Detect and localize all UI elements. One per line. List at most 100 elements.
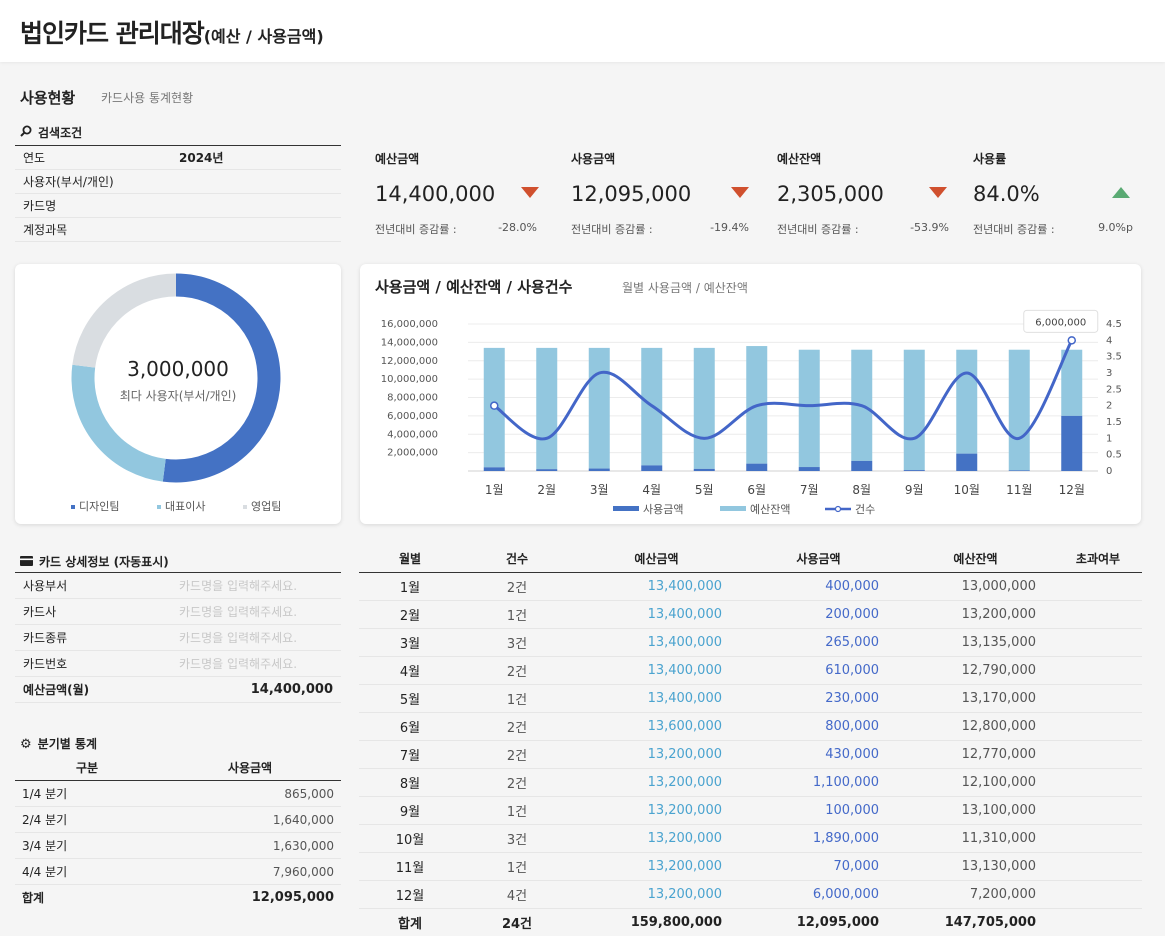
x-tick-label: 11월: [1006, 483, 1032, 497]
kpi-budget: 예산금액 14,400,000 전년대비 증감률 : -28.0%: [375, 150, 419, 167]
budget-cell: 13,200,000: [573, 853, 740, 881]
usage-cell: 400,000: [740, 573, 897, 601]
monthly-header-row: 월별 건수 예산금액 사용금액 예산잔액 초과여부: [359, 545, 1142, 573]
remaining-cell: 7,200,000: [897, 881, 1054, 909]
x-tick-label: 10월: [954, 483, 980, 497]
search-label: 사용자(부서/개인): [15, 170, 171, 194]
page-title: 법인카드 관리대장(예산 / 사용금액): [20, 14, 324, 50]
count-cell: 2건: [461, 741, 573, 769]
kpi-value: 12,095,000: [571, 182, 691, 206]
chart-tooltip: 6,000,000: [1024, 310, 1098, 332]
budget-cell: 13,400,000: [573, 685, 740, 713]
remaining-cell: 12,100,000: [897, 769, 1054, 797]
month-cell: 8월: [359, 769, 461, 797]
month-cell: 4월: [359, 657, 461, 685]
detail-budget-label: 예산금액(월): [15, 677, 171, 703]
bar-usage: [851, 461, 872, 471]
y2-tick-label: 3: [1106, 368, 1112, 379]
total-budget-cell: 159,800,000: [573, 909, 740, 936]
credit-card-icon: [20, 555, 33, 569]
quarter-title-label: 분기별 통계: [38, 737, 97, 751]
bar-remaining: [799, 350, 820, 467]
search-row[interactable]: 카드명: [15, 194, 341, 218]
donut-center-label: 최다 사용자(부서/개인): [15, 387, 341, 404]
detail-placeholder[interactable]: 카드명을 입력해주세요.: [171, 651, 341, 677]
count-marker: [1068, 337, 1075, 344]
trend-down-icon: [929, 187, 947, 198]
page-header: 법인카드 관리대장(예산 / 사용금액): [0, 0, 1165, 62]
search-value[interactable]: [171, 218, 341, 242]
y-tick-label: 12,000,000: [381, 356, 438, 367]
detail-budget-row: 예산금액(월)14,400,000: [15, 677, 341, 703]
remaining-cell: 13,200,000: [897, 601, 1054, 629]
bar-usage: [956, 454, 977, 471]
detail-placeholder[interactable]: 카드명을 입력해주세요.: [171, 599, 341, 625]
search-value[interactable]: [171, 170, 341, 194]
count-cell: 3건: [461, 825, 573, 853]
combo-chart: 2,000,0004,000,0006,000,0008,000,00010,0…: [360, 264, 1141, 524]
remaining-cell: 12,800,000: [897, 713, 1054, 741]
donut-center-value: 3,000,000: [15, 357, 341, 381]
kpi-usage-rate: 사용률 84.0% 전년대비 증감률 : 9.0%p: [973, 150, 1006, 167]
over-cell: [1054, 629, 1142, 657]
search-row[interactable]: 사용자(부서/개인): [15, 170, 341, 194]
bar-usage: [1009, 470, 1030, 471]
count-cell: 2건: [461, 769, 573, 797]
remaining-cell: 12,770,000: [897, 741, 1054, 769]
bar-remaining: [1009, 350, 1030, 471]
detail-placeholder[interactable]: 카드명을 입력해주세요.: [171, 573, 341, 599]
total-count-cell: 24건: [461, 909, 573, 936]
detail-placeholder[interactable]: 카드명을 입력해주세요.: [171, 625, 341, 651]
kpi-change-value: 9.0%p: [1083, 221, 1133, 234]
trend-up-icon: [1112, 187, 1130, 198]
usage-cell: 70,000: [740, 853, 897, 881]
usage-cell: 1,890,000: [740, 825, 897, 853]
trend-down-icon: [731, 187, 749, 198]
kpi-remaining: 예산잔액 2,305,000 전년대비 증감률 : -53.9%: [777, 150, 821, 167]
count-cell: 1건: [461, 685, 573, 713]
search-value[interactable]: 2024년: [171, 146, 341, 170]
kpi-value: 2,305,000: [777, 182, 884, 206]
quarter-total-label: 합계: [15, 885, 159, 911]
search-row[interactable]: 계정과목: [15, 218, 341, 242]
kpi-change-value: -53.9%: [883, 221, 949, 234]
search-title-label: 검색조건: [38, 126, 82, 140]
kpi-value: 14,400,000: [375, 182, 495, 206]
quarter-value: 865,000: [159, 781, 341, 807]
kpi-change-label: 전년대비 증감률 :: [777, 221, 859, 237]
detail-label: 카드종류: [15, 625, 171, 651]
usage-cell: 610,000: [740, 657, 897, 685]
search-value[interactable]: [171, 194, 341, 218]
search-title: 검색조건: [20, 124, 82, 141]
budget-cell: 13,400,000: [573, 573, 740, 601]
kpi-change-label: 전년대비 증감률 :: [571, 221, 653, 237]
month-cell: 1월: [359, 573, 461, 601]
remaining-cell: 13,135,000: [897, 629, 1054, 657]
total-month-cell: 합계: [359, 909, 461, 936]
bar-remaining: [956, 350, 977, 454]
month-cell: 12월: [359, 881, 461, 909]
search-label: 연도: [15, 146, 171, 170]
legend-dot: [243, 505, 247, 509]
count-cell: 3건: [461, 629, 573, 657]
x-tick-label: 4월: [642, 483, 661, 497]
